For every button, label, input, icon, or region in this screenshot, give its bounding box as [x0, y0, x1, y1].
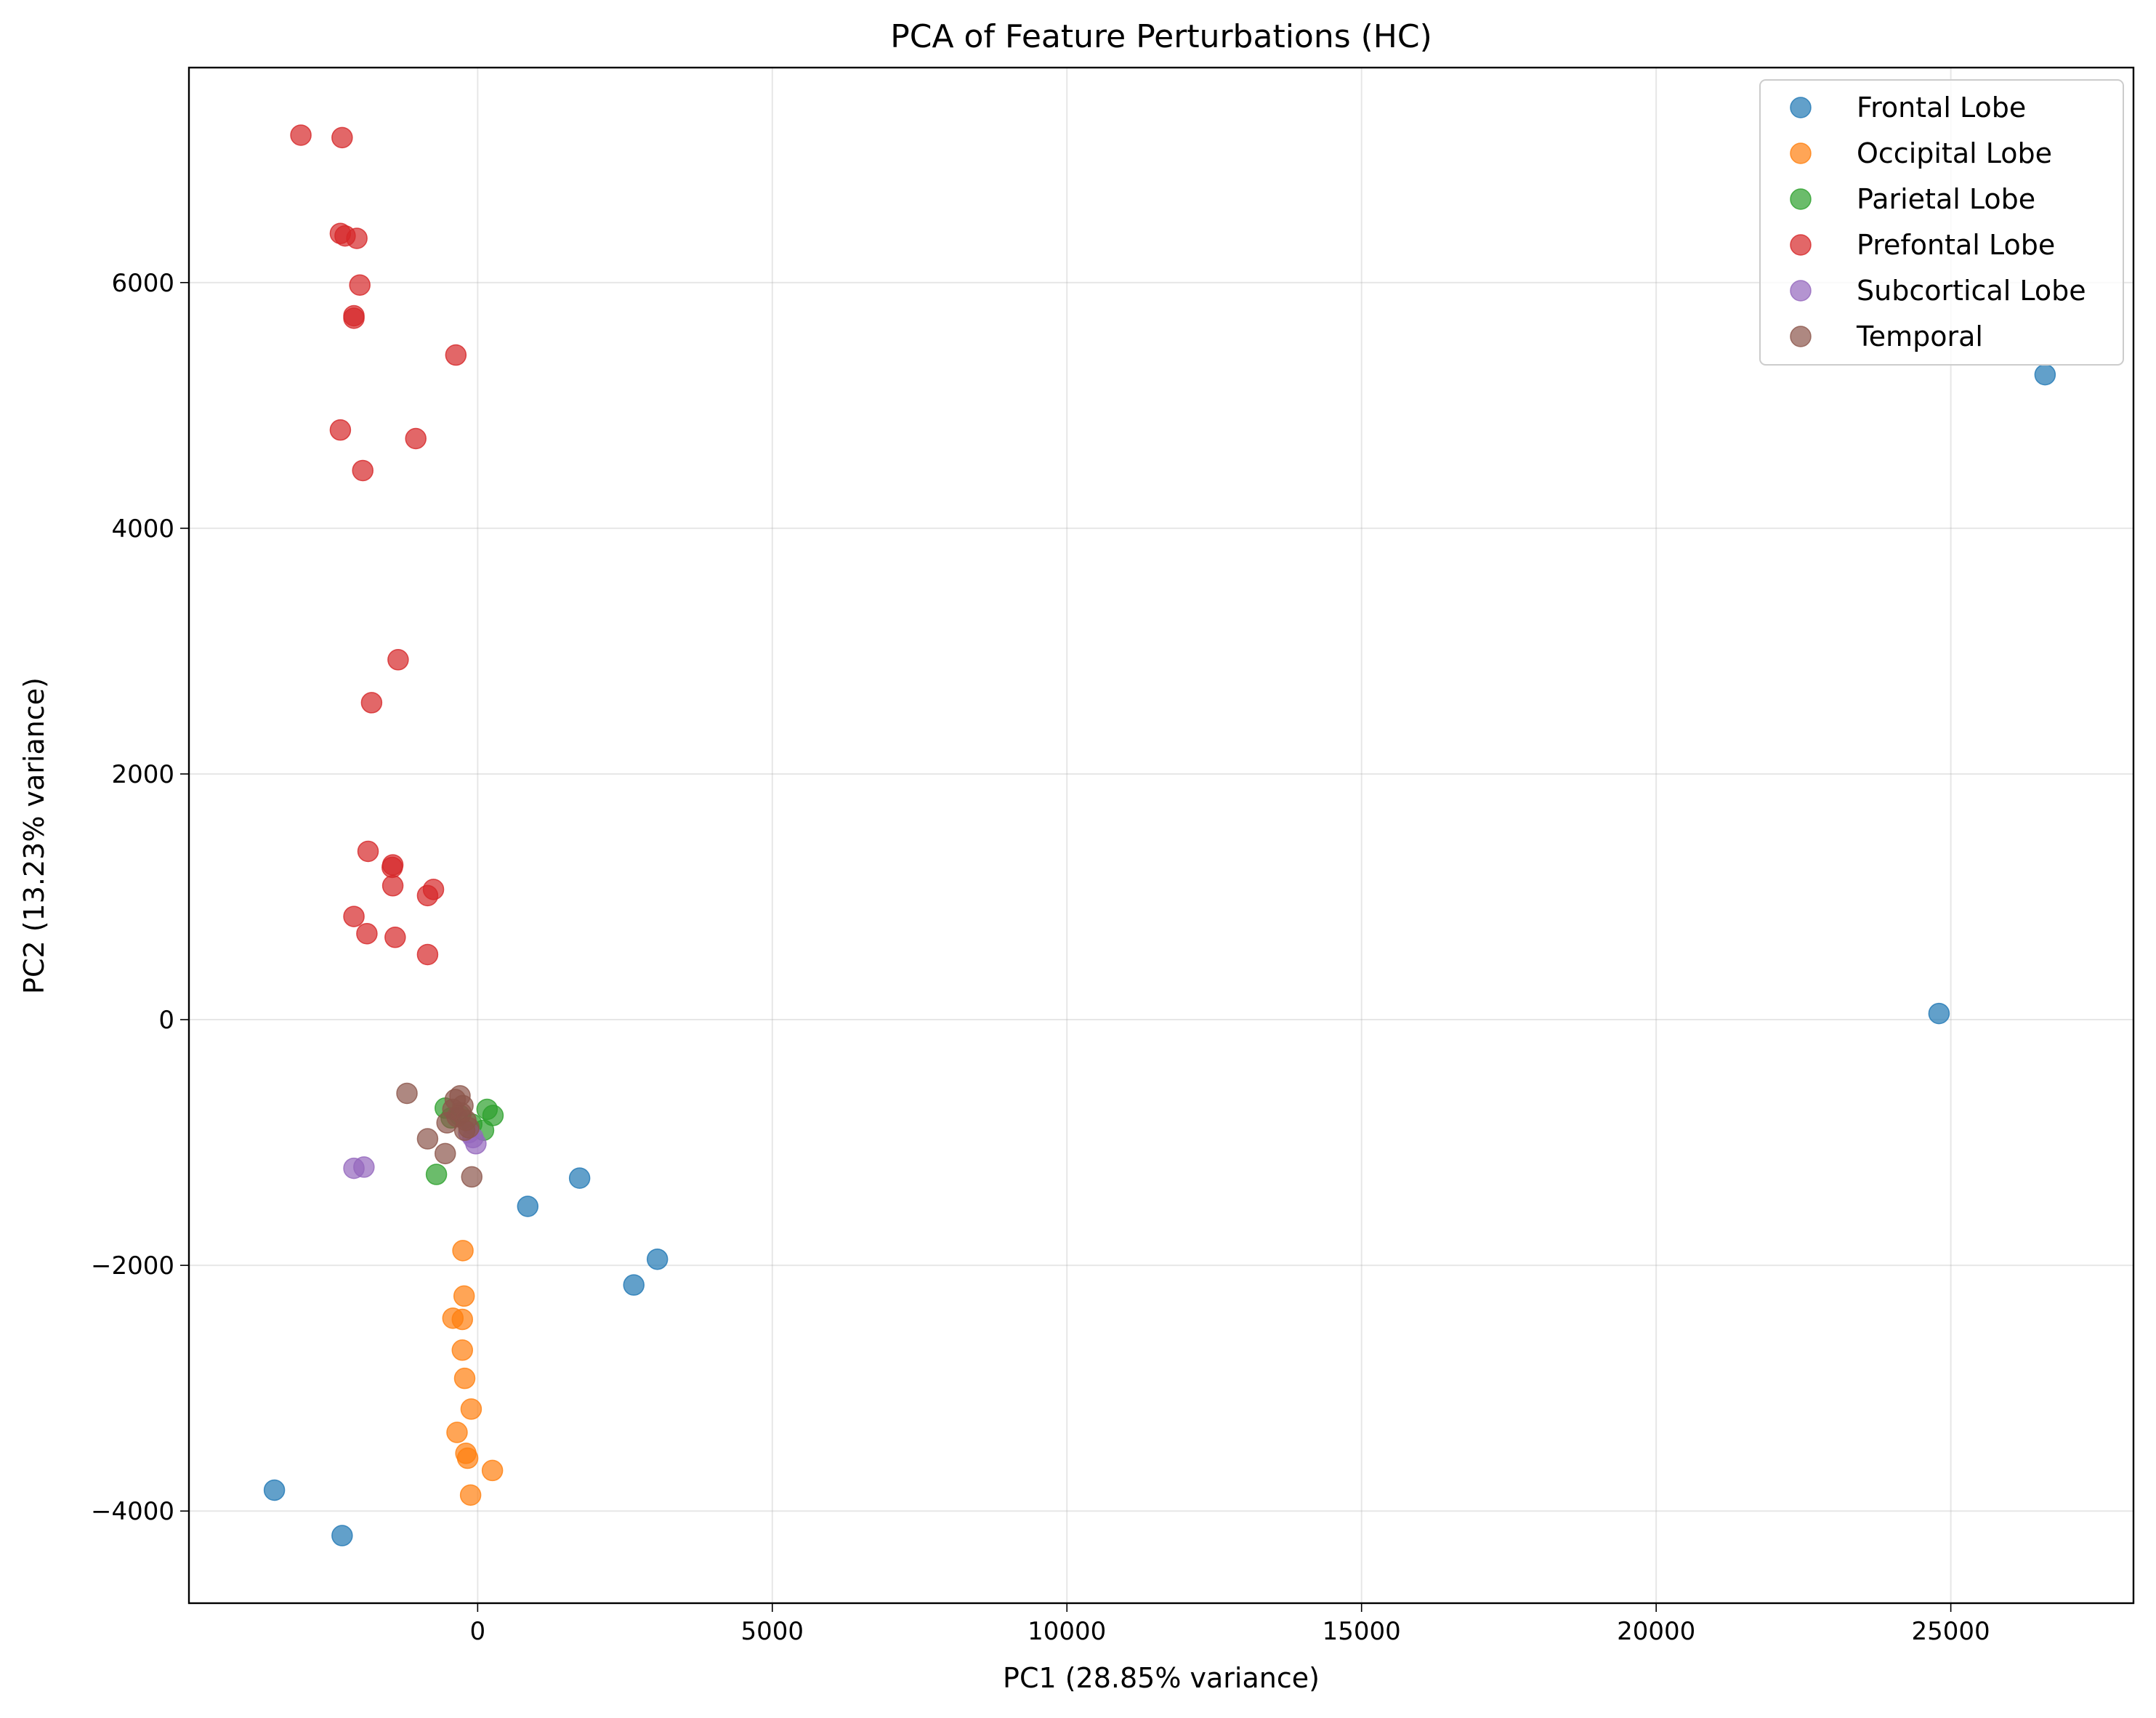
- point-occipital-lobe: [452, 1240, 474, 1262]
- point-occipital-lobe: [446, 1421, 468, 1443]
- point-occipital-lobe: [481, 1459, 504, 1482]
- point-prefontal-lobe: [343, 307, 365, 329]
- legend-item-temporal: Temporal: [1790, 320, 1983, 352]
- point-temporal: [453, 1119, 476, 1141]
- x-axis-ticks: 0 5000 10000 15000 20000 25000: [470, 1603, 1990, 1646]
- point-frontal-lobe: [623, 1274, 645, 1296]
- series-frontal-lobe: [263, 363, 2056, 1546]
- y-axis-label: PC2 (13.23% variance): [18, 677, 50, 994]
- point-prefontal-lobe: [381, 875, 404, 897]
- x-tick-label: 20000: [1617, 1617, 1695, 1646]
- series-temporal: [396, 1082, 483, 1188]
- legend-item-subcortical-lobe: Subcortical Lobe: [1790, 275, 2086, 307]
- series-prefontal-lobe: [290, 124, 467, 966]
- legend-box: [1759, 79, 2124, 366]
- y-tick-label: −4000: [91, 1497, 174, 1526]
- y-tick-label: 6000: [111, 269, 174, 298]
- y-tick-label: −2000: [91, 1251, 174, 1281]
- point-prefontal-lobe: [352, 459, 374, 482]
- point-prefontal-lobe: [416, 884, 439, 907]
- point-prefontal-lobe: [329, 419, 352, 441]
- legend-label: Parietal Lobe: [1857, 183, 2035, 215]
- data-points: [263, 124, 2056, 1546]
- plot-frame: [187, 66, 2135, 1605]
- legend-item-prefontal-lobe: Prefontal Lobe: [1790, 229, 2055, 261]
- point-occipital-lobe: [456, 1447, 479, 1469]
- y-tick-label: 4000: [111, 515, 174, 544]
- y-tick-label: 0: [158, 1006, 174, 1035]
- point-prefontal-lobe: [349, 274, 371, 296]
- point-prefontal-lobe: [356, 922, 378, 945]
- chart-title: PCA of Feature Perturbations (HC): [890, 18, 1432, 55]
- legend-label: Subcortical Lobe: [1857, 275, 2086, 307]
- point-occipital-lobe: [460, 1398, 483, 1420]
- legend-marker: [1790, 97, 1812, 118]
- legend-item-parietal-lobe: Parietal Lobe: [1790, 183, 2035, 215]
- point-prefontal-lobe: [416, 943, 439, 966]
- point-frontal-lobe: [517, 1195, 539, 1217]
- legend-marker: [1790, 142, 1812, 164]
- point-occipital-lobe: [451, 1308, 474, 1331]
- point-prefontal-lobe: [346, 227, 368, 249]
- point-occipital-lobe: [453, 1367, 476, 1390]
- point-frontal-lobe: [568, 1167, 591, 1189]
- legend-label: Prefontal Lobe: [1857, 229, 2055, 261]
- legend-marker: [1790, 234, 1812, 256]
- point-prefontal-lobe: [290, 124, 312, 146]
- point-frontal-lobe: [646, 1248, 669, 1270]
- legend-marker: [1790, 188, 1812, 210]
- point-prefontal-lobe: [405, 427, 427, 450]
- x-tick-label: 5000: [741, 1617, 804, 1646]
- point-occipital-lobe: [451, 1339, 474, 1361]
- point-prefontal-lobe: [360, 692, 383, 714]
- legend-label: Occipital Lobe: [1857, 137, 2052, 169]
- legend-marker: [1790, 326, 1812, 347]
- point-occipital-lobe: [459, 1484, 482, 1506]
- point-temporal: [434, 1142, 456, 1165]
- x-axis-label: PC1 (28.85% variance): [1003, 1662, 1320, 1694]
- legend: Frontal Lobe Occipital Lobe Parietal Lobe P…: [1759, 79, 2124, 366]
- point-prefontal-lobe: [445, 344, 467, 366]
- grid-lines: [189, 68, 2133, 1603]
- point-parietal-lobe: [425, 1164, 448, 1185]
- point-frontal-lobe: [263, 1479, 286, 1501]
- legend-item-frontal-lobe: Frontal Lobe: [1790, 92, 2026, 124]
- point-prefontal-lobe: [331, 126, 353, 149]
- point-prefontal-lobe: [381, 856, 403, 879]
- x-tick-label: 25000: [1912, 1617, 1990, 1646]
- point-subcortical-lobe: [353, 1156, 375, 1178]
- point-prefontal-lobe: [384, 927, 406, 948]
- y-tick-label: 2000: [111, 760, 174, 789]
- point-frontal-lobe: [2034, 363, 2056, 386]
- legend-item-occipital-lobe: Occipital Lobe: [1790, 137, 2052, 169]
- x-tick-label: 10000: [1027, 1617, 1106, 1646]
- legend-marker: [1790, 280, 1812, 302]
- point-frontal-lobe: [1928, 1002, 1950, 1025]
- series-occipital-lobe: [442, 1240, 504, 1506]
- point-prefontal-lobe: [343, 906, 365, 927]
- point-prefontal-lobe: [357, 840, 379, 863]
- legend-label: Temporal: [1856, 320, 1983, 352]
- point-temporal: [416, 1128, 439, 1150]
- x-tick-label: 15000: [1323, 1617, 1401, 1646]
- point-prefontal-lobe: [387, 649, 409, 671]
- legend-label: Frontal Lobe: [1857, 92, 2026, 124]
- y-axis-ticks: −4000 −2000 0 2000 4000 6000: [91, 269, 189, 1526]
- point-occipital-lobe: [453, 1285, 475, 1307]
- point-temporal: [461, 1166, 483, 1188]
- point-temporal: [396, 1082, 418, 1105]
- x-tick-label: 0: [470, 1617, 486, 1646]
- point-frontal-lobe: [331, 1525, 353, 1546]
